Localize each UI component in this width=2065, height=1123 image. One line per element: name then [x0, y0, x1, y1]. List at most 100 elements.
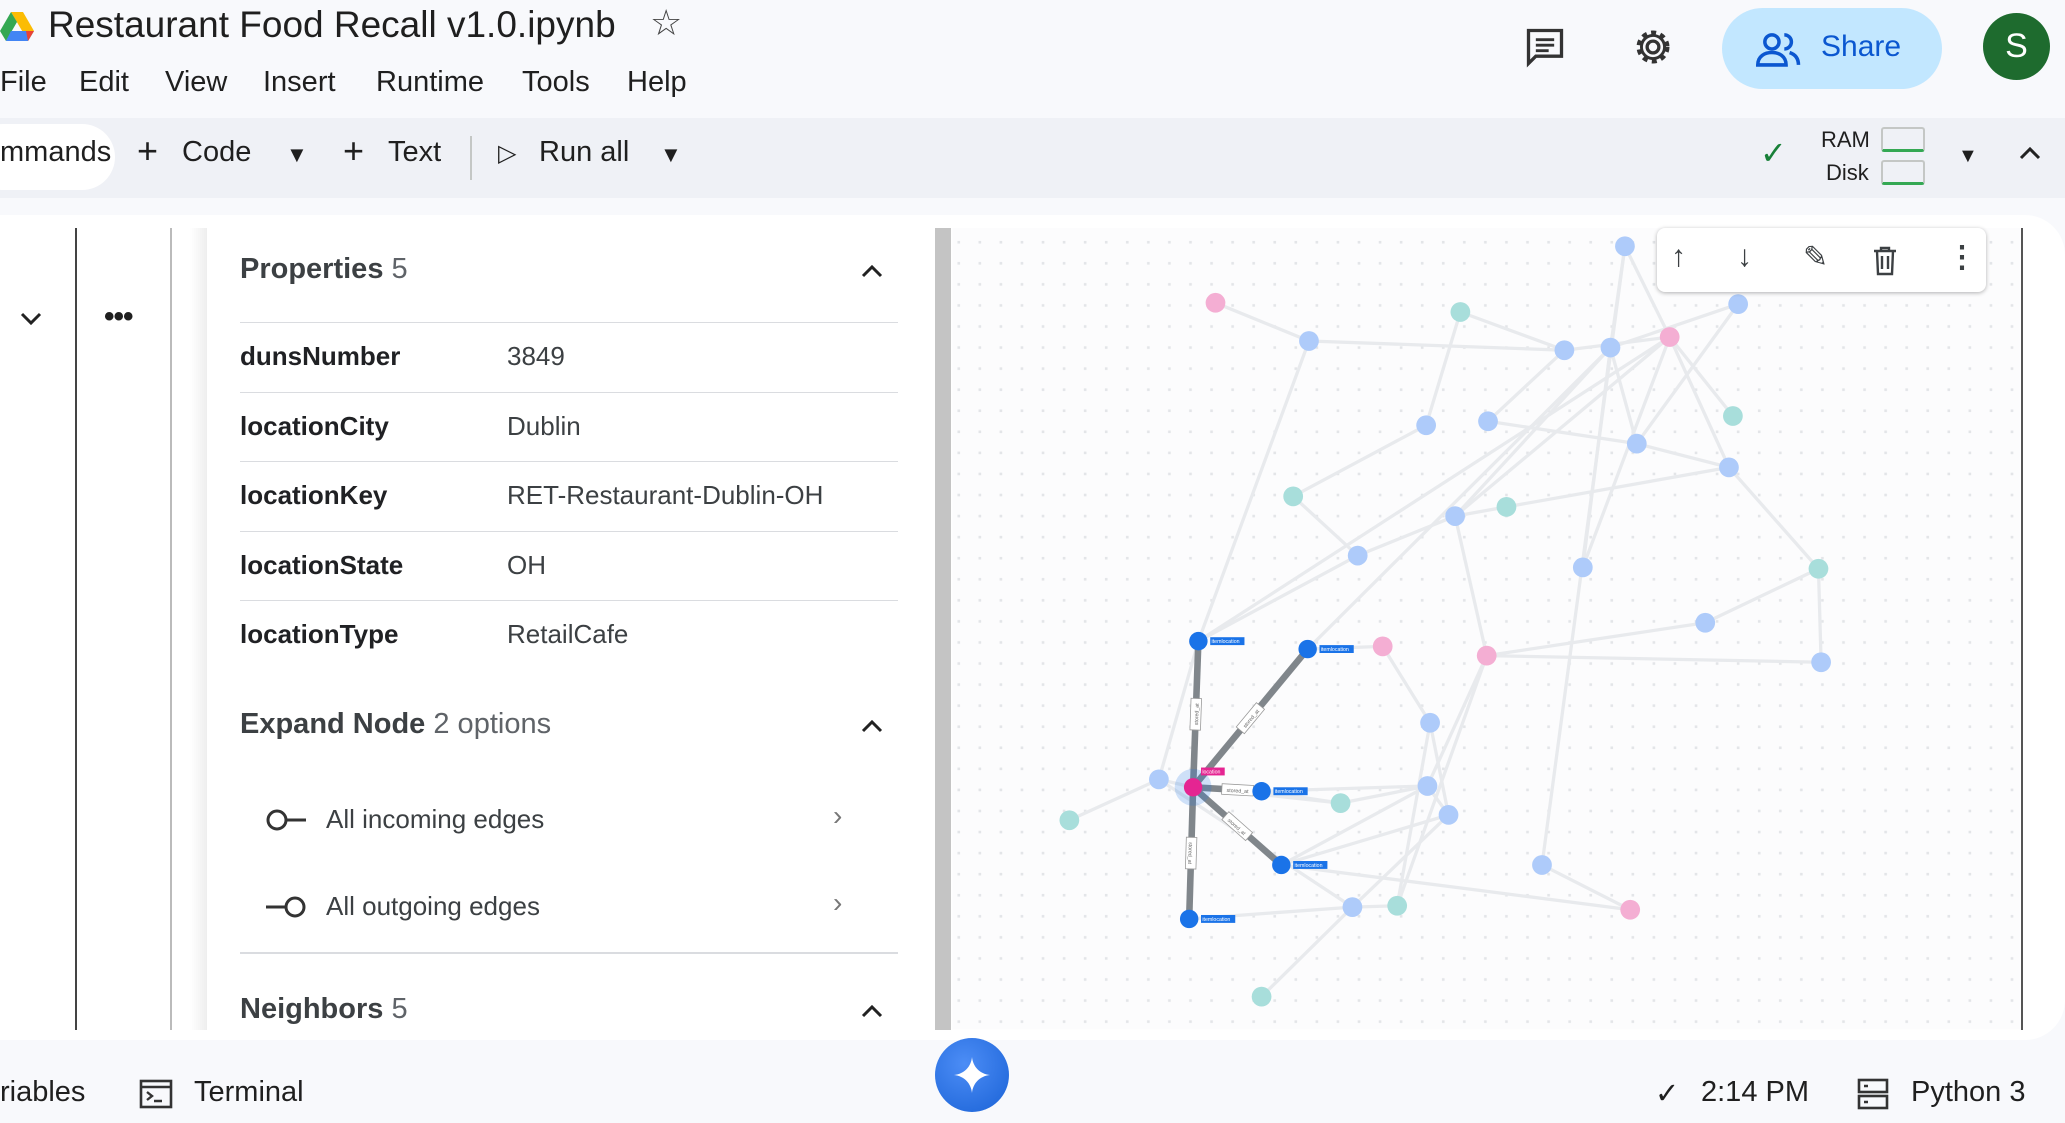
graph-node[interactable]: [1554, 340, 1575, 361]
neighbor-node[interactable]: [1298, 639, 1317, 659]
add-code-button[interactable]: Code: [182, 136, 252, 168]
graph-node[interactable]: [1719, 457, 1739, 478]
more-options-icon[interactable]: •••: [104, 300, 133, 333]
graph-node[interactable]: [1149, 769, 1169, 790]
selected-node[interactable]: [1183, 778, 1203, 797]
graph-node[interactable]: [1626, 433, 1647, 454]
graph-edge: [1581, 336, 1672, 569]
expand-node-header[interactable]: Expand Node 2 options: [240, 708, 552, 740]
chevron-up-icon[interactable]: [860, 718, 884, 734]
graph-node[interactable]: [1445, 506, 1465, 526]
comment-icon[interactable]: [1523, 25, 1567, 69]
graph-node[interactable]: [1438, 805, 1459, 825]
expand-option-incoming[interactable]: All incoming edges ›: [265, 800, 855, 840]
neighbor-node[interactable]: [1189, 631, 1208, 651]
graph-node[interactable]: [1059, 810, 1080, 831]
graph-edge: [1609, 302, 1739, 350]
graph-node[interactable]: [1496, 496, 1517, 517]
menu-insert[interactable]: Insert: [263, 66, 336, 98]
chevron-up-icon[interactable]: [860, 263, 884, 279]
node-label: itemlocation: [1294, 863, 1322, 869]
collapse-icon[interactable]: [2018, 145, 2042, 161]
connected-check-icon: ✓: [1760, 135, 1787, 171]
neighbor-node[interactable]: [1252, 782, 1271, 801]
graph-node[interactable]: [1620, 899, 1641, 920]
graph-node[interactable]: [1417, 776, 1438, 796]
code-dropdown-icon[interactable]: ▼: [286, 142, 308, 167]
menu-file[interactable]: File: [0, 66, 47, 98]
graph-node[interactable]: [1695, 612, 1716, 633]
variables-tab[interactable]: riables: [0, 1076, 86, 1108]
graph-node[interactable]: [1251, 986, 1272, 1007]
chevron-right-icon: ›: [833, 887, 843, 918]
delete-icon[interactable]: [1872, 246, 1898, 276]
add-text-button[interactable]: Text: [388, 136, 442, 168]
graph-node[interactable]: [1342, 897, 1363, 917]
graph-node[interactable]: [1372, 636, 1393, 657]
ram-meter[interactable]: [1881, 127, 1925, 152]
graph-node[interactable]: [1572, 557, 1593, 578]
graph-node[interactable]: [1478, 411, 1498, 432]
panel-resize-handle[interactable]: [935, 228, 951, 1030]
graph-node[interactable]: [1205, 292, 1226, 313]
resources-dropdown-icon[interactable]: ▼: [1958, 145, 1978, 167]
menu-runtime[interactable]: Runtime: [376, 66, 484, 98]
menu-tools[interactable]: Tools: [522, 66, 590, 98]
avatar[interactable]: S: [1983, 13, 2050, 80]
outgoing-edge-icon: [266, 896, 306, 918]
property-value: RetailCafe: [507, 619, 629, 649]
neighbor-node[interactable]: [1179, 909, 1199, 929]
ram-label: RAM: [1821, 127, 1870, 152]
graph-node[interactable]: [1600, 337, 1621, 358]
graph-node[interactable]: [1532, 855, 1552, 875]
settings-icon[interactable]: [1631, 25, 1675, 69]
share-button[interactable]: Share: [1722, 8, 1942, 89]
run-dropdown-icon[interactable]: ▼: [660, 142, 682, 167]
chevron-up-icon[interactable]: [860, 1003, 884, 1019]
graph-edge: [1281, 863, 1631, 912]
graph-node[interactable]: [1659, 327, 1680, 347]
graph-node[interactable]: [1283, 486, 1304, 507]
move-up-icon[interactable]: ↑: [1671, 240, 1686, 273]
disk-meter[interactable]: [1881, 160, 1925, 185]
svg-text:stored_at: stored_at: [1226, 788, 1249, 795]
graph-node[interactable]: [1347, 545, 1368, 566]
graph-node[interactable]: [1387, 895, 1408, 916]
properties-header[interactable]: Properties 5: [240, 253, 408, 285]
graph-node[interactable]: [1476, 645, 1497, 666]
menu-view[interactable]: View: [165, 66, 228, 98]
menu-help[interactable]: Help: [627, 66, 687, 98]
neighbors-header[interactable]: Neighbors 5: [240, 993, 408, 1025]
graph-node[interactable]: [1615, 236, 1635, 257]
graph-node[interactable]: [1808, 558, 1829, 579]
chevron-down-icon[interactable]: [19, 311, 43, 327]
graph-edge: [1381, 645, 1432, 724]
graph-node[interactable]: [1450, 302, 1471, 322]
neighbor-node[interactable]: [1272, 855, 1291, 875]
graph-node[interactable]: [1330, 793, 1351, 813]
move-down-icon[interactable]: ↓: [1737, 240, 1752, 273]
graph-edge: [1280, 784, 1429, 867]
run-all-button[interactable]: Run all: [539, 136, 630, 168]
cell-toolbar: ↑ ↓ ✎ ⋮: [1657, 228, 1986, 292]
notebook-title[interactable]: Restaurant Food Recall v1.0.ipynb: [48, 4, 616, 45]
graph-node[interactable]: [1728, 294, 1749, 314]
graph-node[interactable]: [1811, 652, 1831, 673]
menu-edit[interactable]: Edit: [79, 66, 129, 98]
edge-label: stored_at: [1184, 836, 1198, 870]
more-vert-icon[interactable]: ⋮: [1947, 241, 1977, 274]
graph-node[interactable]: [1416, 415, 1437, 436]
graph-node[interactable]: [1299, 331, 1319, 351]
execution-time[interactable]: 2:14 PM: [1701, 1076, 1809, 1108]
command-palette-button[interactable]: [0, 124, 115, 190]
edit-icon[interactable]: ✎: [1803, 241, 1829, 274]
star-icon[interactable]: ☆: [650, 2, 683, 43]
kernel-label[interactable]: Python 3: [1911, 1076, 2026, 1108]
terminal-tab[interactable]: Terminal: [194, 1076, 304, 1108]
property-key: locationState: [240, 549, 404, 580]
graph-node[interactable]: [1723, 406, 1743, 426]
gemini-button[interactable]: [935, 1038, 1009, 1112]
graph-node[interactable]: [1420, 712, 1440, 733]
expand-option-outgoing[interactable]: All outgoing edges ›: [265, 887, 855, 927]
